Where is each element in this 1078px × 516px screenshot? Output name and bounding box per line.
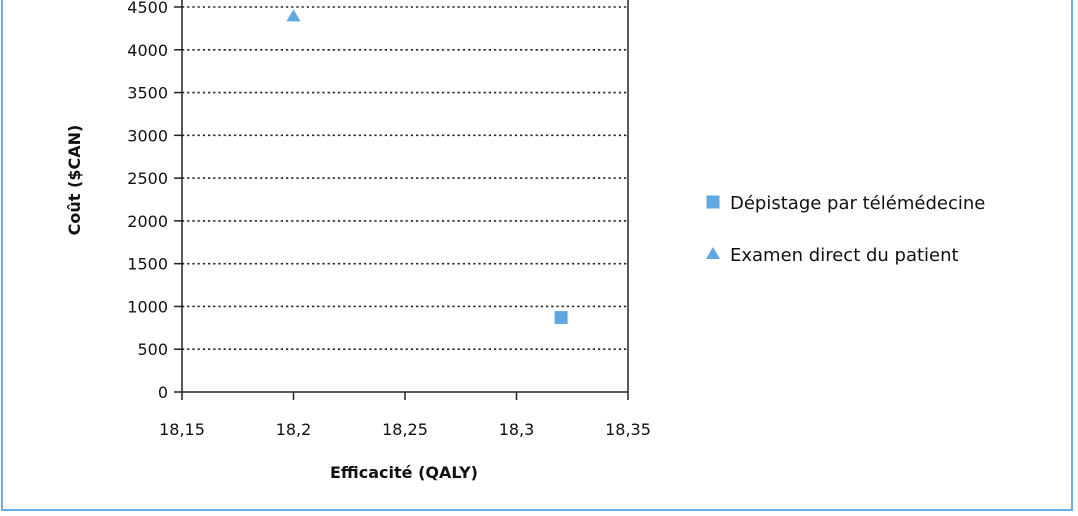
- x-tick-label: 18,35: [605, 420, 651, 439]
- y-tick-label: 3000: [127, 126, 168, 145]
- gridlines: [182, 6, 628, 351]
- y-tick-label: 3500: [127, 84, 168, 103]
- x-tick-label: 18,25: [382, 420, 428, 439]
- x-axis-title: Efficacité (QALY): [330, 463, 478, 482]
- y-tick-label: 4500: [127, 0, 168, 17]
- legend-label: Dépistage par télémédecine: [730, 193, 985, 214]
- legend: Dépistage par télémédecine Examen direct …: [706, 193, 985, 266]
- axes: [174, 0, 629, 400]
- y-axis-title: Coût ($CAN): [65, 125, 84, 236]
- data-point-square: [554, 311, 568, 325]
- y-tick-labels: 0 500 1000 1500 2000 2500 3000 3500 4000 4500: [127, 0, 168, 402]
- x-tick-labels: 18,15 18,2 18,25 18,3 18,35: [159, 420, 651, 439]
- legend-triangle-icon: [706, 247, 720, 259]
- y-tick-label: 4000: [127, 41, 168, 60]
- data-points: [286, 9, 568, 325]
- y-tick-label: 500: [137, 340, 168, 359]
- legend-square-icon: [706, 195, 720, 209]
- y-tick-label: 0: [158, 383, 168, 402]
- data-point-triangle: [286, 9, 301, 22]
- x-tick-label: 18,15: [159, 420, 205, 439]
- y-tick-label: 1500: [127, 255, 168, 274]
- x-tick-label: 18,3: [499, 420, 535, 439]
- legend-label: Examen direct du patient: [730, 245, 959, 266]
- y-tick-label: 2500: [127, 169, 168, 188]
- x-tick-label: 18,2: [276, 420, 312, 439]
- y-tick-label: 1000: [127, 297, 168, 316]
- y-tick-label: 2000: [127, 212, 168, 231]
